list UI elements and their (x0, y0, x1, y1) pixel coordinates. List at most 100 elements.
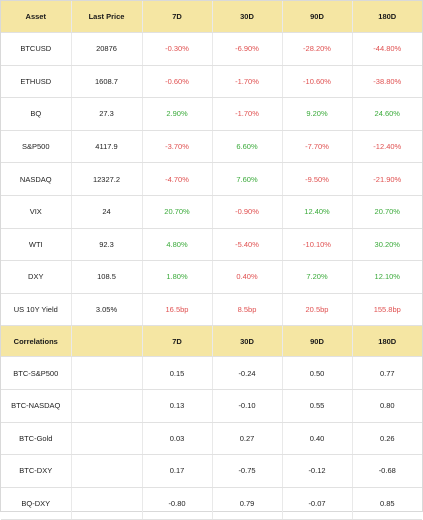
change-30d-cell: -5.40% (212, 228, 283, 262)
change-90d-cell: -9.50% (282, 162, 353, 196)
corr-7d-cell: 0.17 (142, 454, 213, 488)
table-row[interactable]: US 10Y Yield 3.05% 16.5bp 8.5bp 20.5bp 155.8b… (1, 293, 422, 327)
change-90d-cell: -28.20% (282, 32, 353, 66)
corr-90d-cell: 0.55 (282, 389, 353, 423)
corr-180d-cell: 0.26 (352, 422, 422, 456)
table-row[interactable]: BQ 27.3 2.90% -1.70% 9.20% 24.60% (1, 97, 422, 131)
corr-90d-cell: -0.07 (282, 487, 353, 520)
corr-7d-cell: 0.03 (142, 422, 213, 456)
correlations-section: Correlations 7D 30D 90D 180D (1, 325, 422, 358)
corr-30d-cell: 0.27 (212, 422, 283, 456)
corr-180d-cell: 0.85 (352, 487, 422, 520)
change-180d-cell: -38.80% (352, 65, 422, 99)
header-180d[interactable]: 180D (352, 1, 422, 33)
change-180d-cell: 20.70% (352, 195, 422, 229)
change-7d-cell: 2.90% (142, 97, 213, 131)
table-row[interactable]: DXY 108.5 1.80% 0.40% 7.20% 12.10% (1, 260, 422, 294)
change-180d-cell: -44.80% (352, 32, 422, 66)
pair-cell: BQ-DXY (1, 487, 72, 520)
change-30d-cell: 7.60% (212, 162, 283, 196)
pair-cell: BTC-DXY (1, 454, 72, 488)
table-row[interactable]: VIX 24 20.70% -0.90% 12.40% 20.70% (1, 195, 422, 229)
table-row[interactable]: BTC-Gold 0.03 0.27 0.40 0.26 (1, 422, 422, 456)
price-cell: 20876 (71, 32, 143, 66)
table-row[interactable]: BTC-DXY 0.17 -0.75 -0.12 -0.68 (1, 454, 422, 488)
corr-30d-cell: -0.75 (212, 454, 283, 488)
change-7d-cell: 16.5bp (142, 293, 213, 327)
price-cell: 24 (71, 195, 143, 229)
change-90d-cell: 7.20% (282, 260, 353, 294)
price-cell: 12327.2 (71, 162, 143, 196)
corr-30d-cell: -0.24 (212, 356, 283, 390)
asset-cell: US 10Y Yield (1, 293, 72, 327)
price-cell: 1608.7 (71, 65, 143, 99)
asset-cell: ETHUSD (1, 65, 72, 99)
header-corr-180d[interactable]: 180D (352, 325, 422, 358)
header-corr-7d[interactable]: 7D (142, 325, 213, 358)
corr-90d-cell: 0.40 (282, 422, 353, 456)
table-row[interactable]: BTC-S&P500 0.15 -0.24 0.50 0.77 (1, 356, 422, 390)
change-180d-cell: 30.20% (352, 228, 422, 262)
performance-body: BTCUSD 20876 -0.30% -6.90% -28.20% -44.80% ETH… (1, 32, 422, 327)
table-row[interactable]: BTC-NASDAQ 0.13 -0.10 0.55 0.80 (1, 389, 422, 423)
header-asset[interactable]: Asset (1, 1, 72, 33)
header-corr-90d[interactable]: 90D (282, 325, 353, 358)
performance-header-row: Asset Last Price 7D 30D 90D 180D (1, 1, 422, 33)
change-30d-cell: 8.5bp (212, 293, 283, 327)
asset-cell: S&P500 (1, 130, 72, 164)
header-correlations[interactable]: Correlations (1, 325, 72, 358)
asset-cell: DXY (1, 260, 72, 294)
change-90d-cell: 20.5bp (282, 293, 353, 327)
header-7d[interactable]: 7D (142, 1, 213, 33)
change-90d-cell: -7.70% (282, 130, 353, 164)
table-row[interactable]: BTCUSD 20876 -0.30% -6.90% -28.20% -44.80% (1, 32, 422, 66)
header-last-price[interactable]: Last Price (71, 1, 143, 33)
pair-cell: BTC-Gold (1, 422, 72, 456)
header-30d[interactable]: 30D (212, 1, 283, 33)
change-30d-cell: -1.70% (212, 97, 283, 131)
table-row[interactable]: S&P500 4117.9 -3.70% 6.60% -7.70% -12.40% (1, 130, 422, 164)
pair-cell: BTC-NASDAQ (1, 389, 72, 423)
change-7d-cell: 4.80% (142, 228, 213, 262)
change-90d-cell: 9.20% (282, 97, 353, 131)
change-180d-cell: 155.8bp (352, 293, 422, 327)
change-180d-cell: 24.60% (352, 97, 422, 131)
price-cell: 3.05% (71, 293, 143, 327)
change-30d-cell: 0.40% (212, 260, 283, 294)
change-90d-cell: -10.10% (282, 228, 353, 262)
change-180d-cell: -12.40% (352, 130, 422, 164)
change-7d-cell: -3.70% (142, 130, 213, 164)
table-row[interactable]: ETHUSD 1608.7 -0.60% -1.70% -10.60% -38.80% (1, 65, 422, 99)
change-7d-cell: -0.60% (142, 65, 213, 99)
change-90d-cell: 12.40% (282, 195, 353, 229)
asset-cell: NASDAQ (1, 162, 72, 196)
change-7d-cell: -0.30% (142, 32, 213, 66)
correlations-body: BTC-S&P500 0.15 -0.24 0.50 0.77 BTC-NASDAQ 0.1… (1, 356, 422, 520)
corr-90d-cell: -0.12 (282, 454, 353, 488)
corr-180d-cell: 0.80 (352, 389, 422, 423)
blank-cell (71, 422, 143, 456)
table-row[interactable]: NASDAQ 12327.2 -4.70% 7.60% -9.50% -21.90% (1, 162, 422, 196)
corr-7d-cell: -0.80 (142, 487, 213, 520)
header-correlations-blank (71, 325, 143, 358)
table-row[interactable]: WTI 92.3 4.80% -5.40% -10.10% 30.20% (1, 228, 422, 262)
asset-cell: BQ (1, 97, 72, 131)
change-30d-cell: 6.60% (212, 130, 283, 164)
blank-cell (71, 454, 143, 488)
price-cell: 27.3 (71, 97, 143, 131)
change-180d-cell: -21.90% (352, 162, 422, 196)
price-cell: 92.3 (71, 228, 143, 262)
change-30d-cell: -1.70% (212, 65, 283, 99)
header-90d[interactable]: 90D (282, 1, 353, 33)
blank-cell (71, 356, 143, 390)
asset-cell: VIX (1, 195, 72, 229)
asset-cell: WTI (1, 228, 72, 262)
corr-30d-cell: -0.10 (212, 389, 283, 423)
change-7d-cell: -4.70% (142, 162, 213, 196)
corr-7d-cell: 0.13 (142, 389, 213, 423)
asset-cell: BTCUSD (1, 32, 72, 66)
header-corr-30d[interactable]: 30D (212, 325, 283, 358)
table-row[interactable]: BQ-DXY -0.80 0.79 -0.07 0.85 (1, 487, 422, 520)
